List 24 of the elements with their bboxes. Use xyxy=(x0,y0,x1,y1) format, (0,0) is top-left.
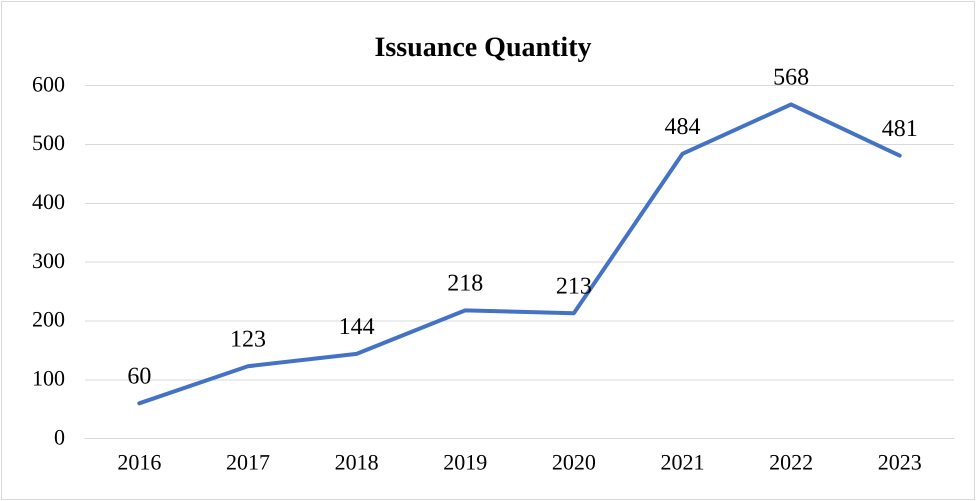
x-tick-label: 2021 xyxy=(660,450,704,475)
y-tick-label: 0 xyxy=(54,424,65,450)
y-tick-label: 600 xyxy=(32,71,65,96)
y-tick-label: 400 xyxy=(32,189,65,214)
x-tick-label: 2018 xyxy=(334,450,379,475)
data-label: 60 xyxy=(127,364,152,390)
data-label: 123 xyxy=(230,326,266,353)
x-tick-label: 2020 xyxy=(552,450,596,475)
y-tick-label: 200 xyxy=(32,306,65,332)
data-label: 213 xyxy=(556,274,592,300)
data-label: 484 xyxy=(664,114,700,140)
data-label: 568 xyxy=(773,64,810,91)
x-tick-label: 2016 xyxy=(117,450,162,475)
x-tick-label: 2019 xyxy=(443,450,488,475)
y-tick-label: 300 xyxy=(32,248,65,273)
x-tick-label: 2017 xyxy=(226,450,270,475)
x-tick-label: 2023 xyxy=(878,450,922,475)
x-tick-label: 2022 xyxy=(769,450,814,475)
chart-title: Issuance Quantity xyxy=(374,32,592,64)
data-label: 218 xyxy=(447,270,484,297)
y-tick-label: 100 xyxy=(32,366,65,391)
y-tick-label: 500 xyxy=(32,130,65,156)
data-label: 144 xyxy=(338,314,375,340)
data-label: 481 xyxy=(882,116,918,142)
